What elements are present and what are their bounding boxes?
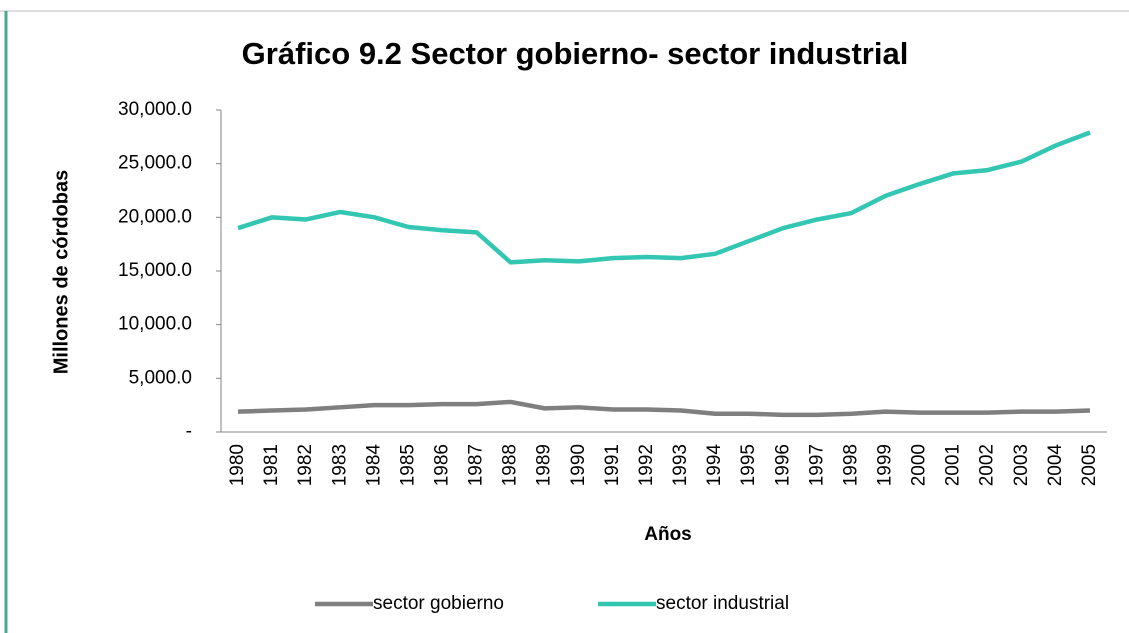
x-tick-label: 1991 — [602, 444, 623, 486]
x-tick-label: 1997 — [806, 444, 827, 486]
x-tick-label: 1982 — [295, 444, 316, 486]
x-tick-label: 1987 — [466, 444, 487, 486]
y-tick-label: 25,000.0 — [118, 153, 192, 174]
y-axis-label: Millones de córdobas — [50, 170, 72, 374]
x-tick-label: 1990 — [568, 444, 589, 486]
x-tick-label: 2002 — [977, 444, 998, 486]
x-tick-label: 1999 — [875, 444, 896, 486]
x-tick-label: 1980 — [227, 444, 248, 486]
x-tick-label: 1988 — [500, 444, 521, 486]
y-tick-label: - — [186, 421, 192, 442]
y-tick-label: 30,000.0 — [118, 99, 192, 120]
x-tick-label: 1984 — [363, 444, 384, 487]
x-tick-label: 1989 — [534, 444, 555, 486]
x-tick-label: 1996 — [772, 444, 793, 486]
y-tick-label: 20,000.0 — [118, 206, 192, 227]
series-line — [237, 130, 1091, 265]
y-tick-label: 5,000.0 — [129, 367, 192, 388]
x-tick-label: 2004 — [1045, 444, 1066, 487]
x-tick-label: 1983 — [329, 444, 350, 486]
x-tick-label: 1986 — [432, 444, 453, 486]
x-tick-label: 1995 — [738, 444, 759, 486]
legend-label: sector industrial — [656, 593, 789, 614]
x-tick-label: 2000 — [909, 444, 930, 486]
x-tick-label: 1981 — [261, 444, 282, 486]
legend-label: sector gobierno — [373, 593, 504, 614]
x-tick-label: 2003 — [1011, 444, 1032, 486]
x-tick-label: 2005 — [1079, 444, 1100, 486]
x-tick-label: 1985 — [397, 444, 418, 486]
y-tick-label: 10,000.0 — [118, 314, 192, 335]
x-tick-label: 1992 — [636, 444, 657, 486]
x-tick-label: 1998 — [840, 444, 861, 486]
y-tick-label: 15,000.0 — [118, 260, 192, 281]
x-axis-label: Años — [644, 524, 692, 545]
series-line — [237, 399, 1091, 418]
x-tick-label: 1993 — [670, 444, 691, 486]
x-tick-label: 2001 — [943, 444, 964, 486]
chart-title: Gráfico 9.2 Sector gobierno- sector indu… — [242, 36, 909, 71]
x-tick-label: 1994 — [704, 444, 725, 487]
